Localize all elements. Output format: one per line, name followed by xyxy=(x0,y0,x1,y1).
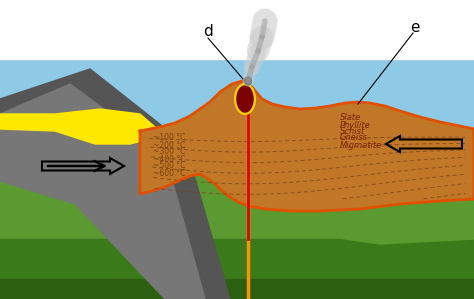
Text: Gneiss: Gneiss xyxy=(340,133,368,143)
Text: ~500 °C: ~500 °C xyxy=(153,161,185,170)
Bar xyxy=(0,0,474,144)
Text: Phyllite: Phyllite xyxy=(340,120,371,129)
Text: ~100 °C: ~100 °C xyxy=(153,132,185,141)
Polygon shape xyxy=(270,199,474,244)
Ellipse shape xyxy=(237,86,253,112)
Polygon shape xyxy=(0,239,474,299)
Text: Migmatite: Migmatite xyxy=(340,141,382,150)
Text: ~200 °C: ~200 °C xyxy=(153,141,185,150)
Text: Slate: Slate xyxy=(340,112,361,121)
Polygon shape xyxy=(0,144,474,299)
Text: Schist: Schist xyxy=(340,127,365,137)
Polygon shape xyxy=(0,84,205,299)
Polygon shape xyxy=(0,279,474,299)
Text: d: d xyxy=(203,24,213,39)
Text: ~300 °C: ~300 °C xyxy=(153,147,185,156)
Ellipse shape xyxy=(245,77,252,85)
Bar xyxy=(0,0,474,59)
Polygon shape xyxy=(0,69,230,299)
Text: ~400 °C: ~400 °C xyxy=(153,155,185,164)
Text: e: e xyxy=(410,19,420,34)
Text: ~600 °C: ~600 °C xyxy=(153,169,185,178)
Polygon shape xyxy=(140,81,474,211)
Polygon shape xyxy=(0,109,155,144)
